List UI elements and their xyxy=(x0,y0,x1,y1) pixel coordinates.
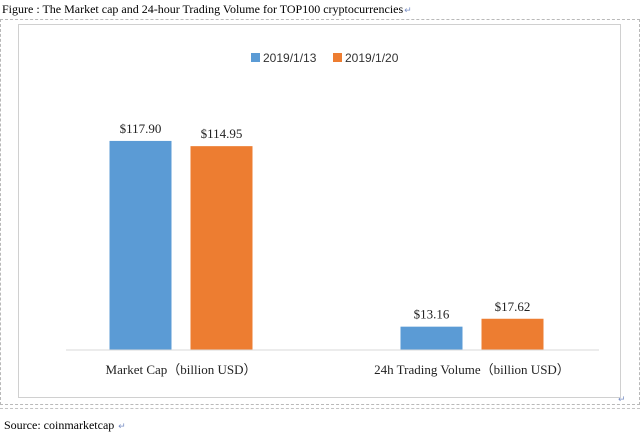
paragraph-mark-icon: ↵ xyxy=(618,395,626,405)
paragraph-mark-icon: ↵ xyxy=(115,422,126,432)
data-label: $17.62 xyxy=(495,299,531,314)
legend-label: 2019/1/20 xyxy=(345,51,399,65)
bar-chart: 2019/1/13 2019/1/20 $117.90 $114.95$13.16$… xyxy=(66,51,599,377)
x-axis-categories: Market Cap（billion USD） 24h Trading Volum… xyxy=(106,362,570,377)
chart-legend: 2019/1/13 2019/1/20 xyxy=(251,51,399,65)
divider xyxy=(0,408,640,409)
legend-label: 2019/1/13 xyxy=(263,51,317,65)
chart-frame: 2019/1/13 2019/1/20 $117.90 $114.95 $13.16 $… xyxy=(18,24,621,398)
figure-caption-text: Figure : The Market cap and 24-hour Trad… xyxy=(2,2,404,16)
bar-2019-1-20-0 xyxy=(190,146,253,350)
bar-2019-1-13-1 xyxy=(400,326,463,350)
chart-bars xyxy=(109,140,544,350)
legend-item-2019-1-20: 2019/1/20 xyxy=(333,51,399,65)
bar-2019-1-20-1 xyxy=(481,318,544,350)
data-label: $117.90 xyxy=(120,121,162,136)
source-note: Source: coinmarketcap ↵ xyxy=(4,417,126,433)
x-tick-label: 24h Trading Volume（billion USD） xyxy=(374,362,570,377)
x-tick-label: Market Cap（billion USD） xyxy=(106,362,257,377)
paragraph-mark-icon: ↵ xyxy=(404,6,412,16)
legend-swatch xyxy=(251,53,260,62)
figure-caption: Figure : The Market cap and 24-hour Trad… xyxy=(2,1,412,17)
legend-item-2019-1-13: 2019/1/13 xyxy=(251,51,317,65)
chart-data-labels: $117.90 $114.95 $13.16 $17.62 xyxy=(120,121,531,322)
bar-2019-1-13-0 xyxy=(109,140,172,350)
legend-swatch xyxy=(333,53,342,62)
source-text: Source: coinmarketcap xyxy=(4,418,115,432)
data-label: $13.16 xyxy=(414,307,450,322)
data-label: $114.95 xyxy=(201,126,243,141)
